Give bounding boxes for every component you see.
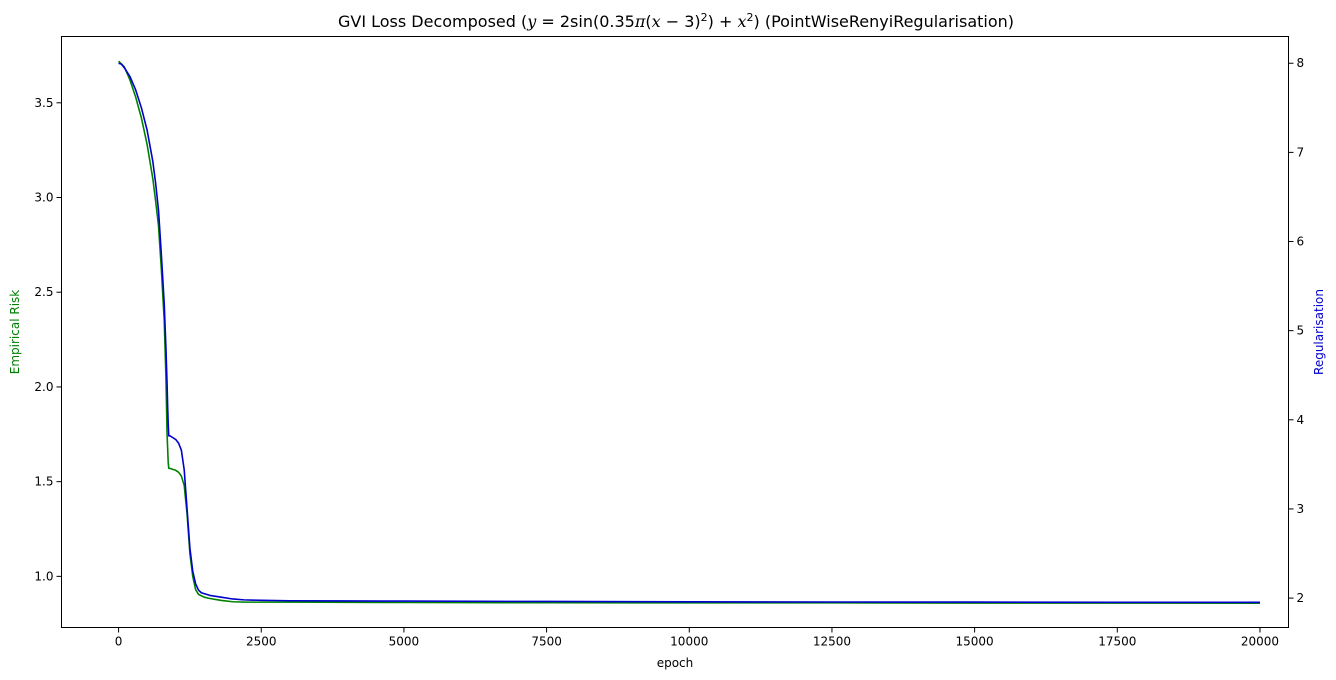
y-right-tick-label: 6 [1297, 235, 1305, 249]
empirical-risk-line [118, 60, 1260, 605]
y-left-tick-label: 1.0 [34, 569, 53, 583]
x-tick-label: 2500 [246, 635, 277, 649]
y-right-tick-label: 5 [1297, 324, 1305, 338]
y-right-tick-label: 3 [1297, 502, 1305, 516]
x-tick-label: 15000 [956, 635, 994, 649]
x-tick-label: 12500 [813, 635, 851, 649]
y-left-tick-label: 1.5 [34, 475, 53, 489]
x-tick-label: 17500 [1098, 635, 1136, 649]
regularisation-line [118, 62, 1260, 604]
x-tick-label: 0 [115, 635, 123, 649]
x-axis-label: epoch [657, 656, 694, 670]
series-layer [118, 60, 1260, 605]
y-right-tick-label: 7 [1297, 145, 1305, 159]
x-tick-label: 5000 [389, 635, 420, 649]
ticks-layer: 0 2500 5000 7500 10000 12500 15000 17500 20000 1.… [34, 56, 1304, 648]
x-tick-label: 7500 [531, 635, 562, 649]
y-right-tick-label: 8 [1297, 56, 1305, 70]
y-right-tick-label: 2 [1297, 591, 1305, 605]
x-tick-label: 10000 [670, 635, 708, 649]
y-left-tick-label: 2.5 [34, 285, 53, 299]
y-left-tick-label: 2.0 [34, 380, 53, 394]
left-axis-label: Empirical Risk [8, 290, 22, 375]
x-tick-label: 20000 [1241, 635, 1279, 649]
chart-title: GVI Loss Decomposed (y = 2sin(0.35π(x − … [338, 11, 1014, 31]
right-axis-label: Regularisation [1312, 289, 1326, 375]
plot-frame [61, 36, 1289, 628]
y-right-tick-label: 4 [1297, 413, 1305, 427]
y-left-tick-label: 3.5 [34, 96, 53, 110]
y-left-tick-label: 3.0 [34, 191, 53, 205]
